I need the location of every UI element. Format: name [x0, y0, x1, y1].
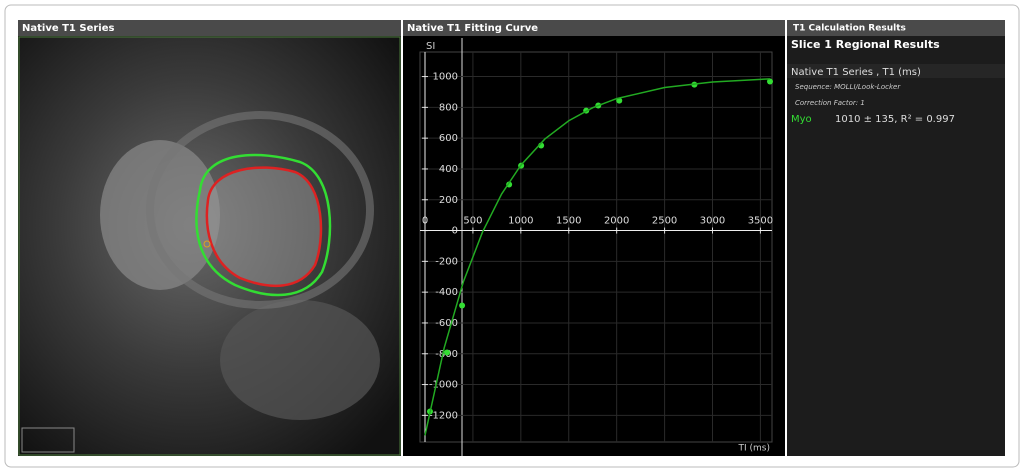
data-point: [459, 302, 466, 309]
chart-title: Native T1 Fitting Curve: [407, 23, 538, 34]
y-tick-label: -200: [435, 256, 458, 267]
y-tick-label: 600: [439, 133, 458, 144]
x-tick-label: 1000: [508, 216, 533, 227]
y-tick-label: 800: [439, 102, 458, 113]
y-tick-label: -600: [435, 318, 458, 329]
plot-frame: [419, 51, 773, 443]
x-tick-label: 1500: [556, 216, 581, 227]
data-point: [767, 78, 773, 85]
correction: Correction Factor: 1: [795, 99, 865, 107]
sequence: Sequence: MOLLI/Look-Locker: [795, 83, 901, 91]
chart-panel: [403, 20, 785, 456]
y-tick-label: 1000: [433, 72, 458, 83]
y-tick-label: -1200: [429, 410, 458, 421]
region: Myo: [791, 114, 812, 125]
contour-handle[interactable]: [203, 240, 211, 248]
result-value: 1010 ± 135, R² = 0.997: [835, 114, 955, 125]
x-tick-label: 3500: [748, 216, 773, 227]
endocardial-contour[interactable]: [205, 166, 323, 288]
panel-header: [787, 20, 1005, 36]
results-heading: Slice 1 Regional Results: [791, 38, 940, 51]
x-tick-label: 500: [463, 216, 482, 227]
y-tick-label: -1000: [429, 380, 458, 391]
y-tick-label: 400: [439, 164, 458, 175]
x-tick-label: 2000: [604, 216, 629, 227]
fit-curve: [424, 78, 771, 436]
epicardial-contour[interactable]: [195, 153, 332, 297]
thumbnail[interactable]: [21, 427, 75, 453]
panel-title: Native T1 Series: [22, 23, 114, 34]
panel-header: [18, 20, 401, 36]
y-tick-label: 200: [439, 195, 458, 206]
panel-header: [403, 20, 785, 36]
results-panel: [787, 20, 1005, 456]
x-axis-label: TI (ms): [738, 444, 771, 454]
panel-title: T1 Calculation Results: [793, 24, 906, 34]
series-label: Native T1 Series , T1 (ms): [791, 67, 921, 78]
data-point: [444, 349, 451, 356]
x-tick-label: 2500: [652, 216, 677, 227]
ventricle: [100, 140, 220, 290]
tissue: [146, 111, 374, 309]
y-axis-label: SI: [426, 41, 435, 52]
row: [787, 64, 1005, 78]
x-tick-label: 3000: [700, 216, 725, 227]
tissue: [220, 300, 380, 420]
y-tick-label: -400: [435, 287, 458, 298]
